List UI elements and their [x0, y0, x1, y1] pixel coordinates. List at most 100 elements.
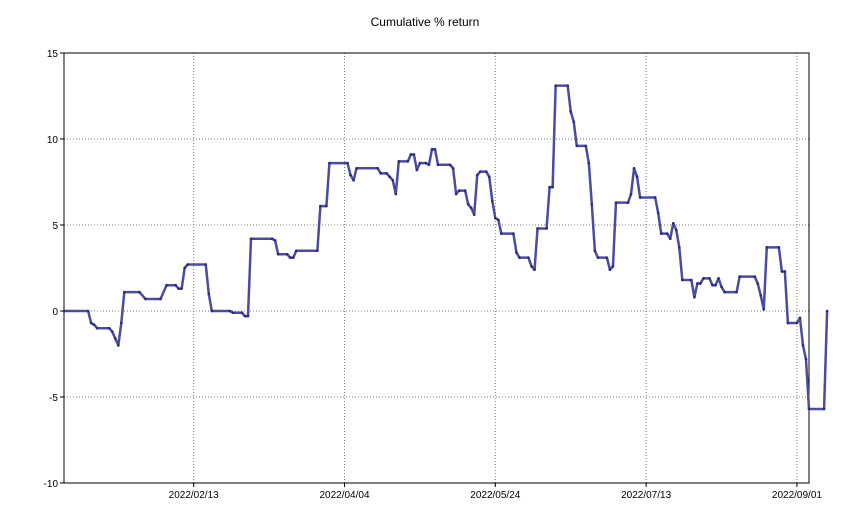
- data-point: [699, 282, 702, 285]
- data-point: [243, 314, 247, 318]
- data-point: [671, 221, 675, 225]
- data-point: [822, 407, 826, 411]
- data-point: [418, 161, 422, 165]
- plot-frame: [63, 52, 810, 484]
- data-point: [207, 292, 211, 296]
- data-point: [346, 161, 349, 165]
- data-point: [276, 252, 280, 256]
- data-point: [656, 211, 660, 215]
- data-point: [249, 237, 253, 241]
- data-point: [518, 256, 521, 259]
- data-point: [385, 172, 389, 175]
- data-point: [702, 277, 705, 280]
- x-tick-label: 2022/07/13: [621, 490, 671, 501]
- data-point: [466, 203, 470, 206]
- data-point: [795, 321, 799, 325]
- data-point: [144, 297, 147, 301]
- data-point: [515, 251, 518, 254]
- data-point: [674, 228, 678, 232]
- data-point: [668, 237, 672, 241]
- axis-ticks: 15 10 5 0 -5 -10 2022/02/13 2022/04/04 2022/05/2…: [44, 49, 823, 501]
- data-point: [110, 330, 114, 333]
- data-point: [409, 153, 413, 156]
- data-point: [611, 264, 615, 268]
- data-point: [138, 290, 141, 294]
- data-point: [629, 192, 633, 196]
- data-point: [463, 189, 467, 192]
- data-point: [415, 168, 419, 172]
- data-point: [696, 282, 699, 285]
- data-point: [753, 275, 757, 278]
- data-point: [783, 270, 787, 273]
- data-point: [804, 357, 808, 361]
- data-point: [457, 189, 461, 192]
- data-point: [448, 163, 452, 167]
- data-point: [391, 178, 395, 182]
- data-point: [484, 170, 488, 173]
- data-point: [678, 246, 681, 249]
- data-point: [183, 266, 186, 270]
- data-point: [325, 204, 328, 208]
- data-point: [608, 268, 612, 272]
- y-tick-label: 15: [47, 49, 59, 60]
- data-point: [294, 249, 298, 253]
- data-point: [708, 277, 711, 280]
- data-point: [590, 203, 594, 206]
- data-point: [62, 309, 66, 313]
- data-point: [569, 110, 573, 113]
- data-point: [554, 84, 557, 87]
- data-point: [596, 256, 600, 259]
- data-point: [659, 232, 663, 235]
- data-point: [430, 148, 434, 151]
- data-point: [246, 314, 250, 318]
- data-point: [759, 294, 763, 297]
- data-point: [376, 166, 379, 170]
- data-point: [355, 166, 358, 170]
- data-point: [95, 326, 99, 330]
- data-point: [89, 321, 93, 325]
- data-point: [165, 283, 168, 287]
- data-point: [159, 297, 162, 301]
- data-point: [632, 166, 636, 170]
- data-point: [497, 218, 500, 222]
- data-point: [120, 321, 123, 325]
- data-point: [575, 144, 579, 148]
- data-point: [780, 270, 784, 273]
- x-tick-label: 2022/09/01: [772, 490, 822, 501]
- y-tick-label: 0: [52, 307, 58, 318]
- y-tick-label: 5: [52, 221, 58, 232]
- data-point: [379, 172, 383, 175]
- data-point: [113, 337, 117, 340]
- data-point: [665, 232, 669, 235]
- data-point: [394, 192, 398, 196]
- data-point: [388, 175, 392, 179]
- data-point: [316, 249, 319, 253]
- data-point: [527, 256, 530, 259]
- data-point: [690, 278, 693, 282]
- y-tick-label: -10: [44, 479, 59, 490]
- data-point: [177, 287, 180, 290]
- data-point: [593, 249, 597, 253]
- data-point: [491, 199, 494, 203]
- points-layer: [62, 84, 829, 411]
- y-tick-label: 10: [47, 135, 59, 146]
- data-point: [180, 287, 183, 290]
- data-point: [798, 316, 802, 320]
- data-point: [92, 323, 96, 327]
- x-tick-label: 2022/04/04: [319, 490, 369, 501]
- data-point: [270, 237, 274, 241]
- data-point: [626, 201, 630, 204]
- data-point: [635, 175, 639, 179]
- x-tick-label: 2022/02/13: [169, 490, 219, 501]
- chart-title: Cumulative % return: [371, 15, 480, 29]
- data-point: [107, 326, 111, 330]
- data-point: [406, 160, 410, 163]
- data-point: [273, 239, 277, 242]
- data-point: [204, 263, 208, 266]
- data-point: [714, 283, 717, 287]
- data-point: [735, 290, 738, 294]
- data-point: [349, 173, 352, 177]
- data-point: [174, 283, 177, 287]
